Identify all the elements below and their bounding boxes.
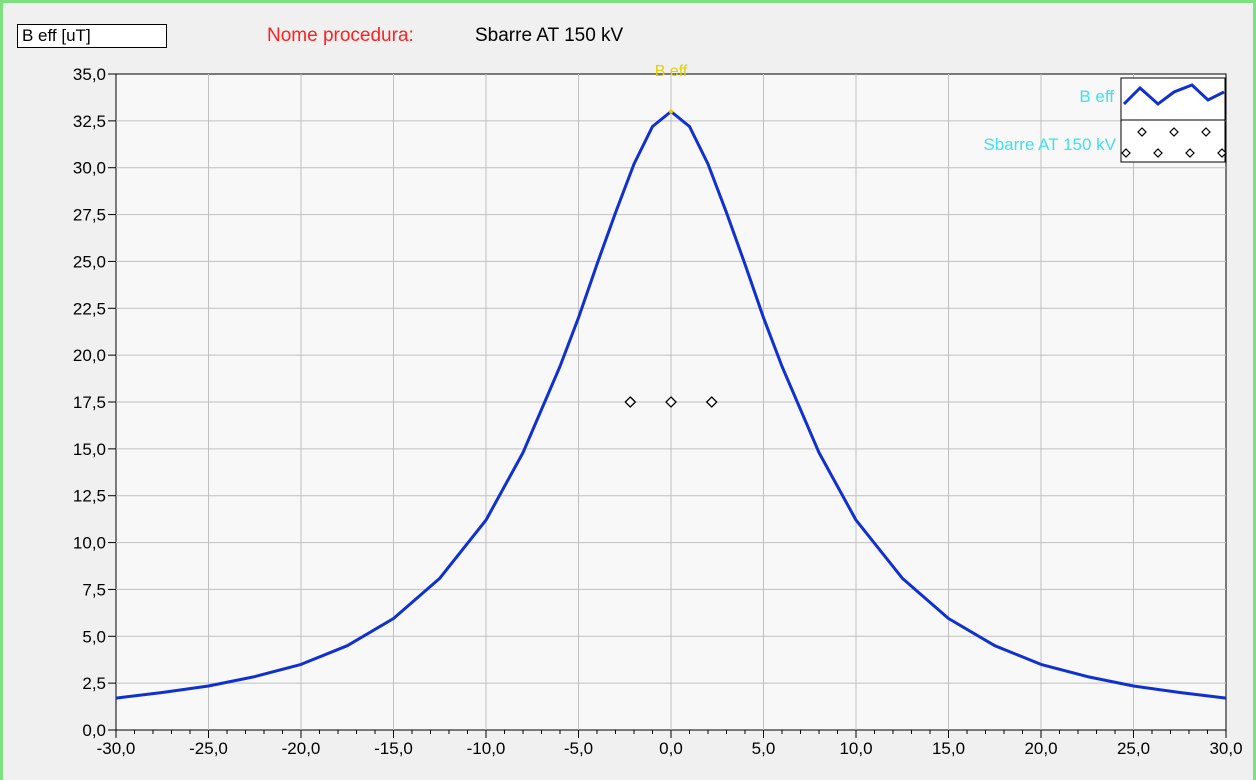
x-tick-label: -25,0: [189, 739, 228, 758]
x-tick-label: -5,0: [564, 739, 593, 758]
y-tick-label: 17,5: [73, 393, 106, 412]
x-tick-label: 30,0: [1209, 739, 1242, 758]
legend-label-sbarre: Sbarre AT 150 kV: [983, 135, 1116, 154]
y-tick-label: 27,5: [73, 206, 106, 225]
unit-field[interactable]: B eff [uT]: [17, 24, 167, 48]
x-tick-label: 20,0: [1024, 739, 1057, 758]
x-tick-label: 10,0: [839, 739, 872, 758]
x-tick-label: -20,0: [282, 739, 321, 758]
y-tick-label: 32,5: [73, 112, 106, 131]
y-tick-label: 22,5: [73, 299, 106, 318]
peak-label: B eff: [655, 63, 688, 80]
diamond-markers-icon: [1201, 127, 1211, 137]
x-tick-label: 5,0: [752, 739, 776, 758]
sbarre-marker: [624, 396, 637, 408]
x-tick-label: -30,0: [97, 739, 136, 758]
y-tick-label: 20,0: [73, 346, 106, 365]
y-tick-label: 12,5: [73, 487, 106, 506]
diamond-markers-icon: [1185, 148, 1195, 158]
chart-header: B eff [uT] Nome procedura: Sbarre AT 150…: [3, 3, 1253, 51]
x-tick-label: 25,0: [1117, 739, 1150, 758]
diamond-markers-icon: [1169, 127, 1179, 137]
y-tick-label: 0,0: [82, 721, 106, 740]
y-tick-label: 30,0: [73, 159, 106, 178]
peak-marker: [669, 109, 673, 114]
sbarre-marker: [705, 396, 718, 408]
sbarre-marker: [665, 396, 677, 408]
diamond-markers-icon: [1217, 148, 1227, 158]
y-tick-label: 5,0: [82, 627, 106, 646]
y-tick-label: 35,0: [73, 65, 106, 84]
x-tick-label: -15,0: [374, 739, 413, 758]
legend: B eff Sbarre AT 150 kV: [983, 77, 1227, 163]
x-tick-label: -10,0: [467, 739, 506, 758]
x-tick-label: 0,0: [659, 739, 683, 758]
y-tick-label: 10,0: [73, 534, 106, 553]
y-tick-label: 25,0: [73, 252, 106, 271]
diamond-markers-icon: [1121, 148, 1131, 158]
procedure-label: Nome procedura:: [267, 25, 414, 46]
diamond-markers-icon: [1137, 127, 1147, 137]
diamond-markers-icon: [1153, 148, 1163, 158]
y-tick-label: 15,0: [73, 440, 106, 459]
procedure-name: Sbarre AT 150 kV: [475, 25, 624, 46]
y-tick-label: 2,5: [82, 674, 106, 693]
line-icon: [1122, 83, 1225, 106]
legend-label-b-eff: B eff: [1079, 87, 1114, 106]
y-tick-label: 7,5: [82, 580, 106, 599]
x-tick-label: 15,0: [932, 739, 965, 758]
